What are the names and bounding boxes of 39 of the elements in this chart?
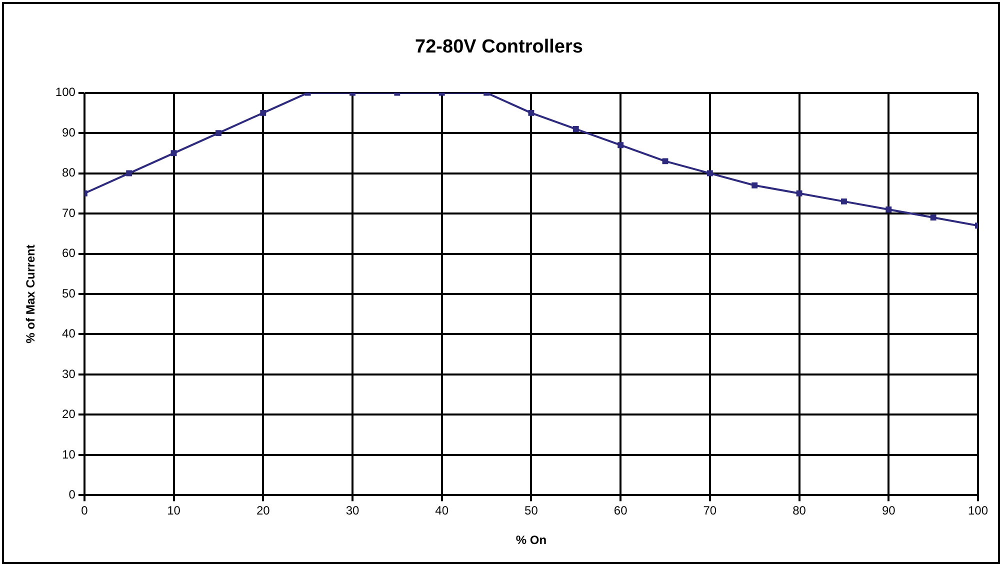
y-tick-label: 70: [62, 206, 76, 220]
y-tick-label: 90: [62, 125, 76, 140]
y-tick-label: 60: [62, 246, 76, 260]
y-tick-label: 40: [62, 326, 76, 341]
x-tick-label: 20: [256, 504, 270, 518]
x-tick-label: 80: [792, 504, 806, 518]
point: [662, 158, 668, 164]
y-tick-label: 0: [68, 488, 76, 502]
x-tick-label: 70: [703, 504, 717, 518]
y-tick-label: 10: [62, 447, 76, 462]
point: [260, 110, 266, 116]
y-tick-label: 30: [62, 366, 76, 381]
y-tick-label: 50: [62, 286, 76, 300]
point: [930, 214, 936, 221]
y-tick-label: 80: [62, 166, 76, 180]
point: [886, 206, 892, 212]
y-tick-label: 20: [62, 407, 76, 422]
chart-title: 72-80V Controllers: [415, 36, 583, 58]
point: [706, 170, 713, 176]
point: [528, 110, 534, 116]
x-tick-label: 100: [968, 504, 988, 518]
x-tick-label: 60: [614, 504, 628, 518]
point: [126, 170, 132, 176]
point: [796, 190, 802, 196]
x-axis-title: % On: [516, 533, 547, 548]
point: [170, 150, 177, 156]
point: [840, 198, 847, 204]
x-tick-label: 90: [882, 504, 896, 518]
point: [215, 130, 222, 136]
x-tick-label: 0: [81, 504, 88, 518]
x-tick-label: 30: [346, 504, 360, 518]
y-axis-title: % of Max Current: [24, 244, 38, 344]
x-tick-label: 50: [524, 504, 538, 518]
x-tick-label: 10: [167, 504, 181, 518]
point: [618, 142, 624, 148]
point: [752, 182, 758, 188]
y-tick-label: 100: [55, 85, 76, 100]
point: [572, 126, 579, 132]
x-tick-label: 40: [435, 504, 449, 518]
